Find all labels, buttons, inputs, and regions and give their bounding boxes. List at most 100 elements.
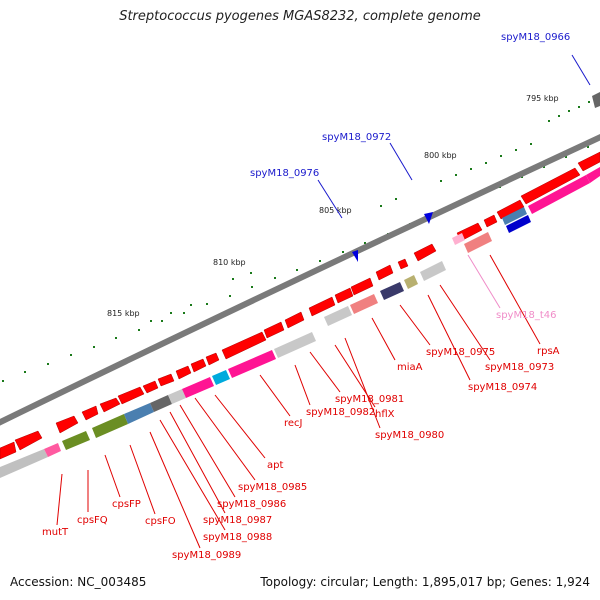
gene-block[interactable] xyxy=(168,389,186,404)
track-dot xyxy=(232,278,234,280)
gene-block[interactable] xyxy=(592,92,600,108)
gene-label-spym18-0976[interactable]: spyM18_0976 xyxy=(250,168,319,179)
gene-arrow[interactable] xyxy=(284,311,305,329)
gene-label-cpsfo[interactable]: cpsFO xyxy=(145,516,176,527)
map-title: Streptococcus pyogenes MGAS8232, complet… xyxy=(119,9,481,24)
track-dot xyxy=(364,242,366,244)
gene-block[interactable] xyxy=(62,431,90,450)
gene-label-spym18-0972[interactable]: spyM18_0972 xyxy=(322,132,391,143)
leader-line xyxy=(179,404,236,498)
gene-block[interactable] xyxy=(586,167,600,183)
gene-block[interactable] xyxy=(420,261,446,281)
scale-tick-label: 805 kbp xyxy=(319,206,352,215)
gene-block[interactable] xyxy=(228,350,276,378)
gene-arrow[interactable] xyxy=(117,386,145,405)
track-dot xyxy=(150,320,152,322)
gene-arrow[interactable] xyxy=(577,151,600,172)
gene-arrow[interactable] xyxy=(520,167,581,205)
gene-label-miaa[interactable]: miaA xyxy=(397,362,423,373)
gene-block[interactable] xyxy=(44,443,61,457)
label-leader-lines xyxy=(56,54,591,549)
gene-arrow[interactable] xyxy=(175,365,192,380)
leader-line xyxy=(389,142,413,181)
track-dot xyxy=(319,260,321,262)
gene-arrow[interactable] xyxy=(483,214,498,228)
track-dot xyxy=(568,110,570,112)
gene-label-hflx[interactable]: hflX xyxy=(375,409,395,420)
gene-arrow[interactable] xyxy=(413,243,437,262)
gene-block[interactable] xyxy=(502,207,527,225)
gene-label-spym18-0985[interactable]: spyM18_0985 xyxy=(238,482,307,493)
forward-strand-track xyxy=(0,151,600,460)
gene-arrow[interactable] xyxy=(14,430,43,451)
gene-label-spym18-0980[interactable]: spyM18_0980 xyxy=(375,430,444,441)
gene-label-cpsfp[interactable]: cpsFP xyxy=(112,499,141,510)
gene-block[interactable] xyxy=(0,449,48,478)
gene-label-spym18-0989[interactable]: spyM18_0989 xyxy=(172,550,241,561)
gene-block[interactable] xyxy=(212,370,230,385)
track-dot xyxy=(342,251,344,253)
gene-arrow[interactable] xyxy=(142,380,159,394)
track-dot xyxy=(229,295,231,297)
feature-marker[interactable] xyxy=(352,250,358,262)
scale-tick-label: 795 kbp xyxy=(526,94,559,103)
gene-label-rpsa[interactable]: rpsA xyxy=(537,346,560,357)
gene-arrow[interactable] xyxy=(221,331,267,360)
gene-arrow[interactable] xyxy=(99,397,121,413)
gene-label-apt[interactable]: apt xyxy=(267,460,283,471)
track-dot xyxy=(250,272,252,274)
gene-arrow[interactable] xyxy=(263,321,285,339)
gene-arrow[interactable] xyxy=(81,405,99,421)
gene-label-spym18-0974[interactable]: spyM18_0974 xyxy=(468,382,537,393)
feature-marker[interactable] xyxy=(424,212,433,224)
gene-label-spym18-0982[interactable]: spyM18_0982 xyxy=(306,407,375,418)
gene-arrow[interactable] xyxy=(205,352,220,366)
gene-arrow[interactable] xyxy=(375,264,394,281)
gene-label-spym18-0981[interactable]: spyM18_0981 xyxy=(335,394,404,405)
gene-block[interactable] xyxy=(182,377,214,398)
leader-line xyxy=(344,337,381,429)
leader-line xyxy=(439,284,491,361)
track-dot xyxy=(543,166,545,168)
gene-label-spym18-t46[interactable]: spyM18_t46 xyxy=(496,310,556,321)
gene-label-spym18-0988[interactable]: spyM18_0988 xyxy=(203,532,272,543)
gene-block[interactable] xyxy=(528,175,590,214)
gene-label-spym18-0987[interactable]: spyM18_0987 xyxy=(203,515,272,526)
reverse-strand-track xyxy=(0,92,600,478)
gene-block[interactable] xyxy=(380,282,404,300)
gene-block[interactable] xyxy=(350,294,378,314)
gene-arrow[interactable] xyxy=(157,373,175,387)
gene-block[interactable] xyxy=(324,306,352,326)
gene-label-layer: mutT cpsFQ cpsFP cpsFO spyM18_0989 spyM18_098… xyxy=(42,32,570,561)
track-dot xyxy=(2,380,4,382)
gene-arrow[interactable] xyxy=(55,415,79,434)
gene-block[interactable] xyxy=(404,275,418,289)
gene-label-spym18-0973[interactable]: spyM18_0973 xyxy=(485,362,554,373)
gene-arrow[interactable] xyxy=(350,277,374,296)
gene-arrow[interactable] xyxy=(0,441,17,460)
gene-arrow[interactable] xyxy=(334,287,354,304)
gene-label-spym18-0986[interactable]: spyM18_0986 xyxy=(217,499,286,510)
gene-block[interactable] xyxy=(92,414,128,438)
gene-block[interactable] xyxy=(150,395,172,412)
gene-arrow[interactable] xyxy=(308,296,336,317)
gene-block[interactable] xyxy=(452,233,465,245)
gene-label-cpsfq[interactable]: cpsFQ xyxy=(77,515,108,526)
gene-block[interactable] xyxy=(124,403,154,424)
gene-arrow[interactable] xyxy=(397,258,409,270)
leader-line xyxy=(317,179,343,219)
gene-label-spym18-0975[interactable]: spyM18_0975 xyxy=(426,347,495,358)
gene-label-mutt[interactable]: mutT xyxy=(42,527,69,538)
track-dot xyxy=(190,304,192,306)
track-dot xyxy=(170,312,172,314)
track-dot xyxy=(93,346,95,348)
gene-arrow[interactable] xyxy=(190,358,207,373)
leader-line xyxy=(169,411,226,514)
gene-block[interactable] xyxy=(464,232,492,253)
gene-block[interactable] xyxy=(506,215,531,233)
gene-label-spym18-0966[interactable]: spyM18_0966 xyxy=(501,32,570,43)
gene-label-recj[interactable]: recJ xyxy=(284,418,303,429)
gene-block[interactable] xyxy=(274,332,316,358)
